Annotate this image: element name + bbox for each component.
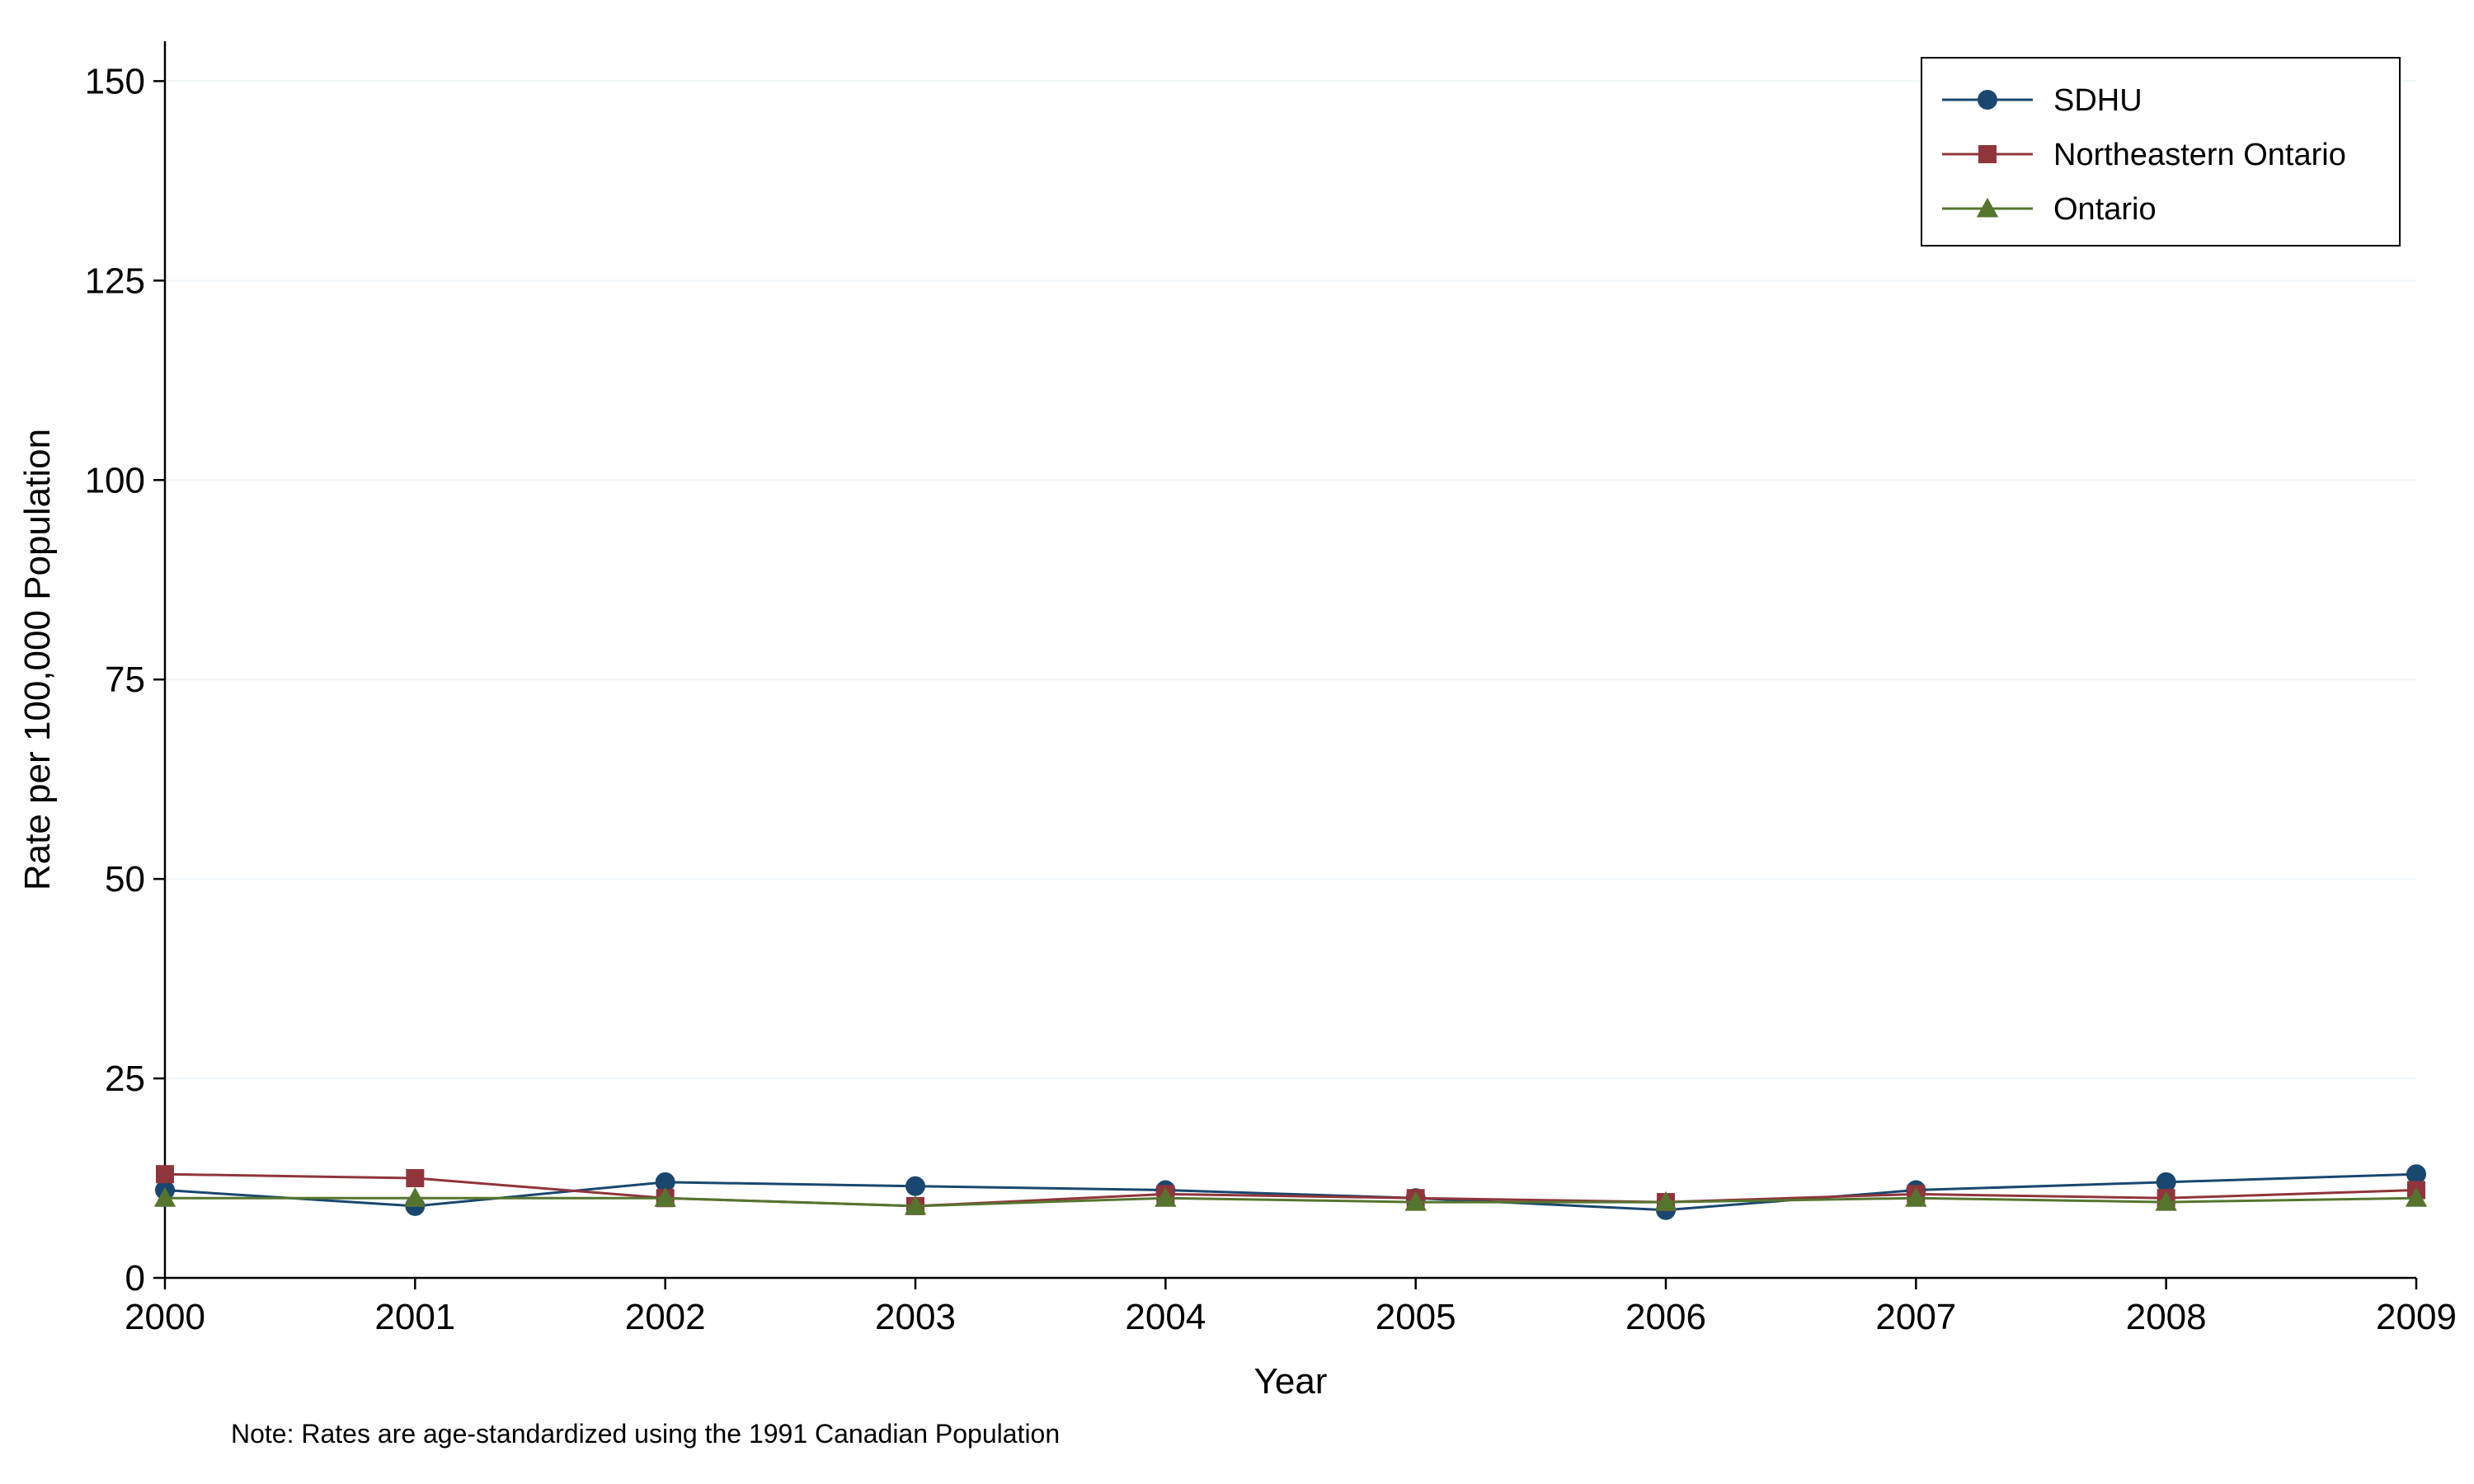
y-tick-label: 0 — [125, 1258, 145, 1298]
y-tick-label: 75 — [105, 660, 145, 700]
x-tick-label: 2006 — [1625, 1297, 1706, 1337]
legend: SDHU Northeastern Ontario Ontario — [1921, 58, 2400, 246]
x-tick-label: 2003 — [875, 1297, 956, 1337]
x-tick-label: 2005 — [1376, 1297, 1456, 1337]
x-tick-label: 2009 — [2376, 1297, 2457, 1337]
y-tick-label: 50 — [105, 859, 145, 899]
x-tick-label: 2007 — [1875, 1297, 1956, 1337]
y-tick-label: 150 — [85, 61, 145, 101]
x-tick-label: 2001 — [374, 1297, 455, 1337]
x-axis-label: Year — [1254, 1361, 1328, 1402]
legend-label: Northeastern Ontario — [2053, 138, 2346, 172]
legend-label: Ontario — [2053, 192, 2157, 227]
y-tick-label: 100 — [85, 460, 145, 500]
y-tick-label: 125 — [85, 261, 145, 301]
x-tick-label: 2004 — [1125, 1297, 1206, 1337]
series-marker — [156, 1165, 174, 1183]
y-tick-label: 25 — [105, 1059, 145, 1099]
x-tick-label: 2002 — [625, 1297, 706, 1337]
legend-label: SDHU — [2053, 83, 2142, 118]
series-marker — [905, 1176, 925, 1196]
legend-marker — [1978, 145, 1997, 163]
chart-container: 0 25 50 75 100 125 150 2000 2001 2002 2003 2004 2005… — [0, 0, 2474, 1484]
y-axis-label: Rate per 100,000 Population — [17, 429, 58, 890]
legend-marker — [1978, 90, 1997, 110]
x-tick-label: 2000 — [125, 1297, 205, 1337]
chart-note: Note: Rates are age-standardized using t… — [231, 1419, 1060, 1449]
series-marker — [406, 1169, 424, 1187]
x-tick-label: 2008 — [2126, 1297, 2207, 1337]
line-chart: 0 25 50 75 100 125 150 2000 2001 2002 2003 2004 2005… — [0, 0, 2474, 1484]
